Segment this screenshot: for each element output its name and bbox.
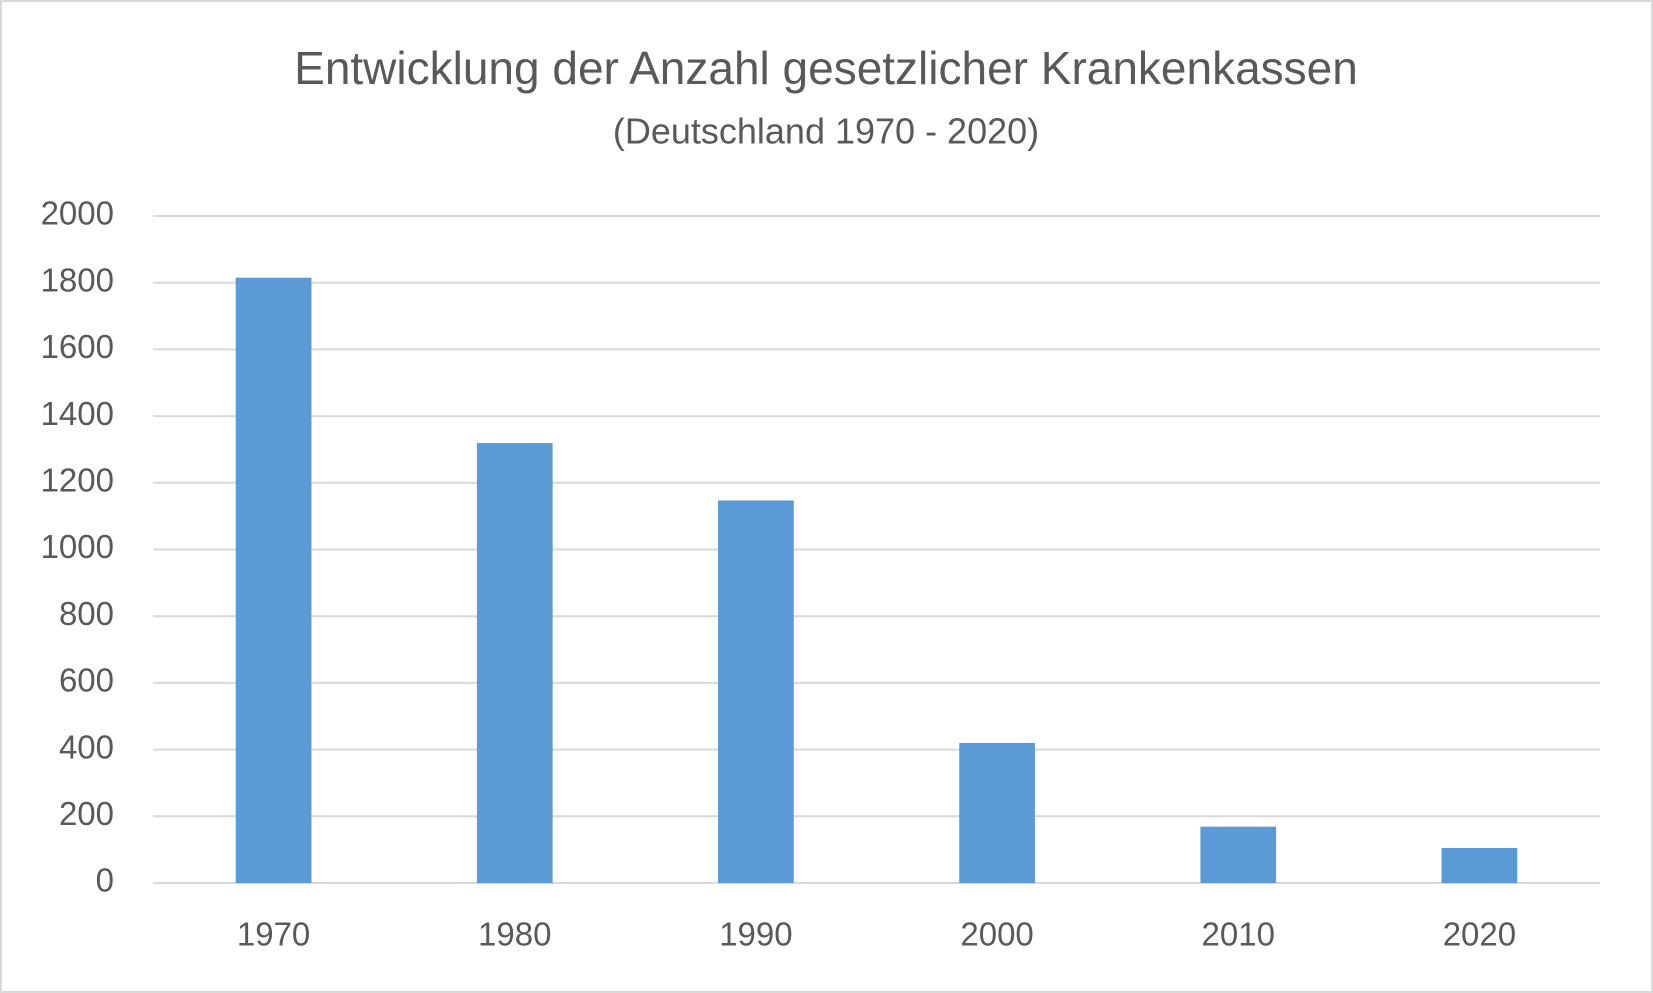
x-tick-label: 1970 — [237, 916, 310, 953]
y-tick-label: 1400 — [41, 395, 114, 432]
x-tick-label: 2020 — [1443, 916, 1516, 953]
bar — [959, 742, 1035, 883]
bar — [1200, 826, 1277, 883]
bar — [718, 500, 794, 883]
y-tick-label: 1200 — [41, 462, 114, 499]
y-tick-label: 400 — [59, 728, 114, 765]
x-tick-label: 2010 — [1202, 916, 1275, 953]
y-tick-label: 1600 — [41, 328, 114, 365]
y-tick-label: 200 — [59, 795, 114, 832]
bar — [1441, 847, 1518, 883]
y-tick-label: 0 — [96, 862, 114, 899]
x-tick-label: 2000 — [960, 916, 1033, 953]
y-tick-label: 800 — [59, 595, 114, 632]
x-tick-label: 1990 — [719, 916, 792, 953]
y-tick-label: 2000 — [41, 195, 114, 232]
y-tick-label: 600 — [59, 662, 114, 699]
y-tick-label: 1000 — [41, 528, 114, 565]
x-tick-label: 1980 — [478, 916, 551, 953]
bar — [476, 443, 553, 883]
chart-subtitle: (Deutschland 1970 - 2020) — [613, 111, 1039, 152]
y-tick-label: 1800 — [41, 261, 114, 298]
bar — [235, 277, 312, 883]
chart-title: Entwicklung der Anzahl gesetzlicher Kran… — [294, 42, 1358, 94]
